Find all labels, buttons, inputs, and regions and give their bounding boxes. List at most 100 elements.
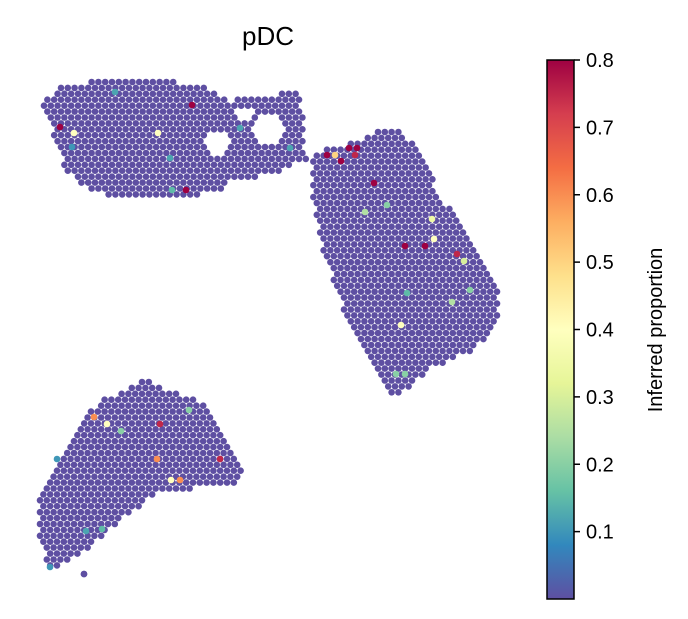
scatter-point [203, 455, 210, 463]
scatter-point [78, 96, 85, 103]
scatter-point [251, 173, 259, 180]
scatter-point [146, 84, 153, 92]
scatter-point [295, 131, 303, 139]
scatter-point [295, 120, 303, 127]
scatter-point [97, 485, 105, 492]
scatter-point [118, 179, 126, 186]
scatter-point [354, 247, 361, 254]
scatter-point [367, 247, 375, 254]
scatter-point [374, 128, 382, 136]
scatter-point [361, 199, 368, 207]
scatter-point [432, 347, 440, 355]
scatter-point [104, 497, 112, 504]
scatter-point [435, 247, 443, 254]
scatter-point [60, 491, 68, 498]
scatter-point [46, 502, 54, 510]
scatter-point [327, 187, 334, 195]
scatter-point [354, 235, 361, 242]
scatter-point [429, 270, 436, 278]
scatter-point [337, 181, 344, 189]
scatter-point [398, 146, 406, 153]
scatter-point [248, 143, 255, 151]
scatter-point-highlight [286, 144, 294, 152]
scatter-point [405, 193, 412, 201]
scatter-point [97, 473, 105, 481]
scatter-point [364, 347, 372, 355]
scatter-point-highlight [383, 201, 391, 209]
scatter-point [95, 173, 102, 180]
scatter-point [452, 276, 460, 284]
scatter-point [265, 102, 272, 109]
scatter-point [422, 294, 429, 301]
scatter-point [210, 420, 217, 427]
scatter-point [40, 502, 47, 510]
scatter-point [206, 473, 214, 481]
scatter-point [354, 294, 361, 301]
scatter-point [98, 167, 106, 174]
scatter-point [138, 485, 146, 492]
scatter-point [57, 131, 65, 139]
scatter-point [463, 294, 470, 301]
scatter-point [71, 84, 78, 92]
scatter-point [330, 276, 338, 284]
scatter-point [220, 108, 228, 115]
scatter-point [135, 408, 142, 415]
scatter-point [87, 502, 95, 510]
scatter-point [422, 187, 429, 195]
scatter-point [125, 437, 132, 445]
scatter-point [186, 449, 193, 457]
scatter-point [156, 102, 163, 109]
scatter-point [74, 526, 81, 534]
scatter-point [398, 288, 406, 296]
scatter-point [207, 96, 214, 103]
scatter-point [91, 437, 98, 445]
scatter-point [412, 276, 419, 284]
scatter-point [384, 347, 392, 355]
scatter-point [105, 155, 112, 163]
scatter-point [227, 131, 235, 139]
scatter-point [361, 258, 368, 266]
scatter-point [357, 312, 365, 319]
scatter-point [347, 199, 355, 207]
scatter-point [401, 329, 409, 337]
scatter-point [189, 479, 197, 486]
scatter-point [425, 335, 433, 343]
scatter-point [159, 473, 166, 481]
scatter-point [70, 520, 78, 528]
scatter-point [231, 114, 238, 121]
scatter-point-highlight [448, 298, 456, 306]
scatter-point [415, 211, 423, 219]
scatter-point [292, 114, 299, 121]
scatter-point [108, 173, 116, 180]
scatter-point [466, 264, 474, 272]
scatter-point [446, 264, 453, 272]
scatter-point [405, 146, 412, 153]
scatter-point [486, 300, 494, 307]
scatter-point [142, 126, 150, 133]
scatter-point [429, 176, 436, 183]
scatter-point [159, 84, 167, 92]
scatter-point [398, 134, 406, 142]
scatter-point [95, 149, 102, 157]
scatter-point [452, 347, 460, 355]
scatter-point [412, 264, 419, 272]
scatter-point [398, 205, 406, 213]
scatter-point [364, 146, 372, 153]
scatter-point [391, 276, 399, 284]
scatter-point [84, 414, 91, 421]
scatter-point [176, 102, 184, 109]
scatter-point [340, 152, 348, 159]
scatter-point [142, 102, 150, 109]
scatter-point [278, 149, 286, 157]
scatter-point [182, 396, 190, 404]
scatter-point [206, 426, 214, 433]
scatter-point [381, 258, 389, 266]
scatter-point [135, 161, 143, 169]
scatter-point [61, 114, 68, 121]
scatter-point [165, 437, 173, 445]
scatter-point [261, 167, 269, 174]
scatter-point [449, 353, 457, 361]
scatter-point [476, 258, 484, 266]
scatter-point [384, 300, 392, 307]
scatter-point [162, 431, 170, 439]
